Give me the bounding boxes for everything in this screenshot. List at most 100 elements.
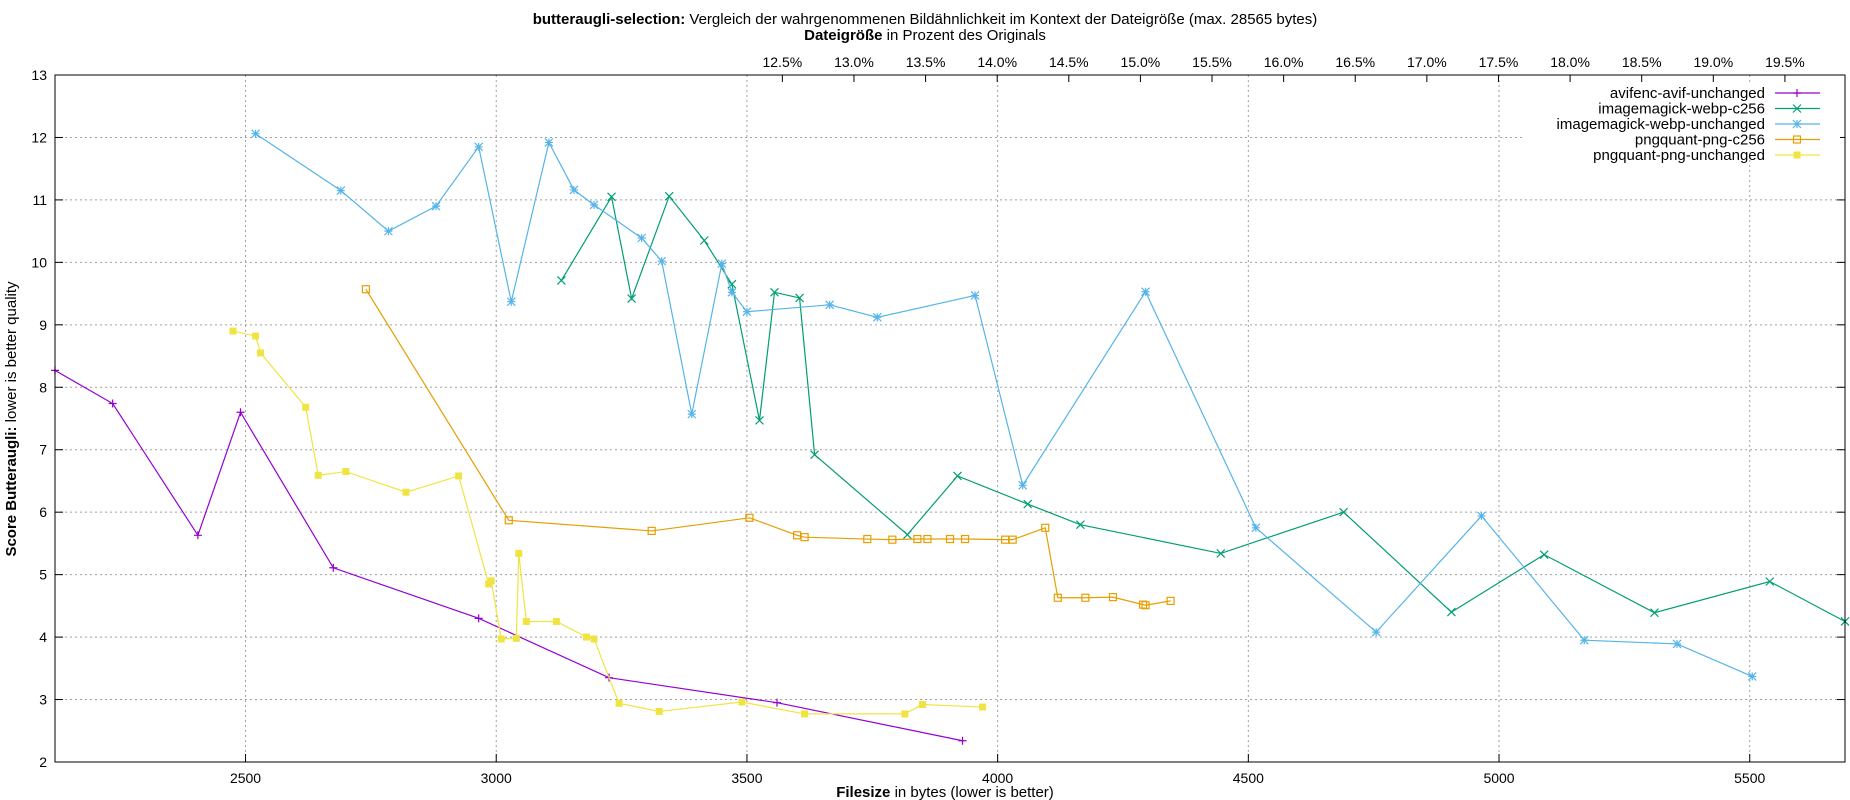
data-point <box>1141 287 1150 297</box>
y-tick-label: 3 <box>39 692 47 708</box>
data-point <box>615 699 623 707</box>
data-point <box>918 701 926 709</box>
data-point <box>1018 480 1028 490</box>
data-point <box>229 327 237 335</box>
data-point <box>755 415 764 425</box>
data-point <box>361 285 370 294</box>
data-point <box>647 526 656 536</box>
legend-label: imagemagick-webp-unchanged <box>1557 116 1765 133</box>
x2-tick-label: 12.5% <box>762 54 802 70</box>
series-line <box>560 194 1846 623</box>
y-tick-label: 6 <box>39 504 47 520</box>
data-point <box>1539 550 1549 560</box>
y-tick-label: 12 <box>31 129 47 145</box>
legend-background <box>1525 82 1840 160</box>
data-point <box>1650 608 1659 618</box>
data-point <box>770 287 779 297</box>
y-tick-label: 2 <box>39 754 47 770</box>
y-tick-label: 10 <box>31 254 47 270</box>
data-point <box>1792 119 1802 129</box>
data-point <box>902 530 912 540</box>
data-point <box>945 534 955 544</box>
y-tick-label: 11 <box>32 192 47 208</box>
data-point <box>402 488 410 496</box>
y-tick-label: 5 <box>39 567 47 583</box>
data-point <box>664 191 674 201</box>
legend-item: pngquant-png-c256 <box>1635 132 1820 149</box>
data-point <box>1041 523 1050 532</box>
y-axis-label-rest: lower is better quality <box>3 281 20 427</box>
x2-tick-label: 17.0% <box>1407 54 1447 70</box>
x-tick-label: 5500 <box>1734 770 1765 786</box>
data-point <box>590 635 598 643</box>
data-point <box>773 698 782 707</box>
data-point <box>738 698 746 706</box>
data-point <box>810 450 820 460</box>
data-point <box>1339 507 1349 517</box>
y-tick-label: 4 <box>39 629 47 645</box>
data-point <box>329 563 338 572</box>
legend-item: pngquant-png-unchanged <box>1593 147 1820 164</box>
x2-tick-label: 16.5% <box>1335 54 1375 70</box>
data-point <box>342 468 350 476</box>
x2-axis-label-bold: Dateigröße <box>804 27 882 44</box>
data-point <box>801 710 809 718</box>
data-point <box>487 577 495 585</box>
data-point <box>474 142 484 152</box>
data-point <box>252 332 260 340</box>
chart-title-bold: butteraugli-selection: <box>533 11 686 28</box>
data-point <box>336 186 346 195</box>
data-point <box>1747 672 1757 681</box>
y-tick-label: 13 <box>31 67 47 83</box>
data-point <box>522 617 530 625</box>
legend-item: imagemagick-webp-unchanged <box>1557 116 1820 133</box>
data-point <box>1141 601 1150 610</box>
data-point <box>825 300 835 310</box>
data-point <box>1008 535 1017 544</box>
x2-tick-label: 15.0% <box>1121 54 1161 70</box>
data-point <box>497 635 505 643</box>
data-point <box>1792 135 1802 144</box>
x2-tick-label: 13.0% <box>834 54 874 70</box>
y-tick-label: 9 <box>39 317 47 333</box>
data-point <box>193 531 202 540</box>
data-point <box>1793 89 1801 97</box>
data-point <box>236 408 245 417</box>
data-point <box>953 471 962 481</box>
data-point <box>742 307 752 317</box>
x2-tick-label: 14.0% <box>977 54 1017 70</box>
plot-frame <box>54 74 1846 763</box>
data-point <box>556 276 566 285</box>
data-point <box>699 236 709 245</box>
data-point <box>504 516 513 525</box>
x2-axis-label-rest: in Prozent des Originals <box>882 27 1045 44</box>
x-tick-label: 3500 <box>731 770 762 786</box>
data-point <box>923 534 932 544</box>
x2-tick-label: 18.5% <box>1622 54 1662 70</box>
y-tick-label: 8 <box>39 379 47 395</box>
data-point <box>506 297 516 307</box>
x2-tick-label: 13.5% <box>906 54 946 70</box>
legend: avifenc-avif-unchangedimagemagick-webp-c… <box>1525 82 1840 164</box>
x2-tick-label: 14.5% <box>1049 54 1089 70</box>
data-point <box>257 349 265 357</box>
series-line <box>54 369 963 742</box>
data-point <box>108 399 117 408</box>
x2-tick-label: 19.0% <box>1693 54 1733 70</box>
data-point <box>1023 499 1033 509</box>
chart-title: butteraugli-selection: Vergleich der wah… <box>533 11 1318 28</box>
axes: 2 3 4 5 6 7 8 9 10 11 12 13 2500 3000 3500 4000 4500 5000… <box>31 54 1846 786</box>
data-point <box>1793 151 1801 159</box>
legend-label: avifenc-avif-unchanged <box>1610 85 1765 102</box>
data-point <box>1371 627 1381 637</box>
legend-item: avifenc-avif-unchanged <box>1610 85 1820 102</box>
x2-tick-label: 19.5% <box>1765 54 1805 70</box>
data-point <box>384 226 393 236</box>
data-point <box>302 403 310 411</box>
series-group <box>51 129 1850 745</box>
x2-tick-label: 17.5% <box>1479 54 1519 70</box>
data-point <box>727 279 737 289</box>
data-point <box>1053 593 1062 602</box>
data-point <box>687 409 697 419</box>
